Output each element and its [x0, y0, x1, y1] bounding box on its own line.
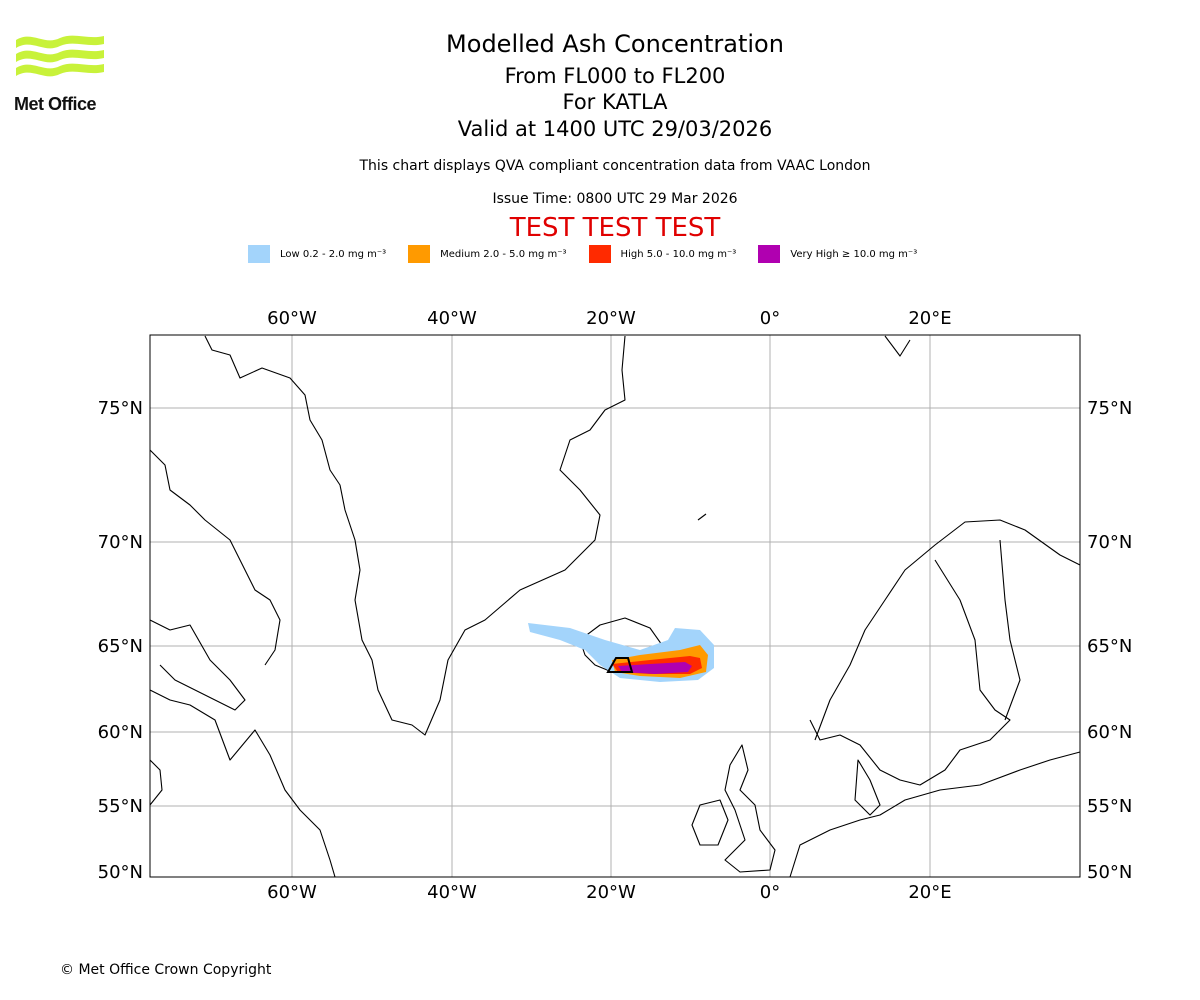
valid-time: Valid at 1400 UTC 29/03/2026: [457, 117, 773, 141]
legend-item-medium: Medium 2.0 - 5.0 mg m⁻³: [408, 245, 567, 263]
lon-label-bottom: 0°: [760, 882, 780, 900]
coastlines: [149, 335, 1081, 878]
lat-label-right: 70°N: [1087, 532, 1132, 553]
legend-item-high: High 5.0 - 10.0 mg m⁻³: [588, 245, 737, 263]
legend-swatch-medium: [408, 245, 431, 263]
labrador-coast: [149, 689, 336, 878]
denmark-coast: [854, 759, 881, 816]
lat-label-left: 70°N: [98, 532, 143, 553]
map-frame: [149, 334, 1081, 878]
canada-islands: [149, 619, 246, 711]
ireland-coast: [691, 799, 729, 846]
norway-coast: [814, 519, 1081, 741]
test-banner: TEST TEST TEST: [509, 213, 721, 243]
issue-time: Issue Time: 0800 UTC 29 Mar 2026: [492, 191, 738, 207]
lat-labels-left: 75°N 70°N 65°N 60°N 55°N 50°N: [98, 398, 143, 883]
legend-label-very-high: Very High ≥ 10.0 mg m⁻³: [790, 248, 918, 260]
jan-mayen: [697, 513, 707, 521]
lat-label-right: 50°N: [1087, 862, 1132, 883]
lon-label-top: 60°W: [267, 308, 317, 329]
flight-levels: From FL000 to FL200: [504, 64, 726, 88]
lon-label-top: 0°: [760, 308, 780, 329]
lat-label-right: 60°N: [1087, 722, 1132, 743]
legend-label-medium: Medium 2.0 - 5.0 mg m⁻³: [440, 248, 567, 260]
lon-label-bottom: 60°W: [267, 882, 317, 900]
legend-item-very-high: Very High ≥ 10.0 mg m⁻³: [758, 245, 917, 263]
finland-coast: [999, 539, 1021, 721]
legend: Low 0.2 - 2.0 mg m⁻³ Medium 2.0 - 5.0 mg…: [248, 244, 939, 264]
volcano-marker: [606, 657, 634, 673]
baffin-coast: [149, 449, 281, 666]
lon-label-bottom: 20°W: [586, 882, 636, 900]
lat-labels-right: 75°N 70°N 65°N 60°N 55°N 50°N: [1087, 398, 1132, 883]
greenland-coast: [204, 335, 626, 736]
volcano-name: For KATLA: [562, 90, 668, 114]
legend-label-low: Low 0.2 - 2.0 mg m⁻³: [280, 248, 387, 260]
copyright-notice: © Met Office Crown Copyright: [60, 962, 272, 978]
lat-label-left: 75°N: [98, 398, 143, 419]
met-office-logo: Met Office: [14, 30, 109, 114]
lat-label-right: 75°N: [1087, 398, 1132, 419]
legend-swatch-very-high: [758, 245, 781, 263]
lon-label-top: 20°E: [908, 308, 951, 329]
hudson-fragment: [149, 759, 163, 806]
lat-label-left: 60°N: [98, 722, 143, 743]
ash-map: 60°W 40°W 20°W 0° 20°E 60°W 40°W 20°W 0°…: [98, 308, 1133, 900]
chart-description: This chart displays QVA compliant concen…: [359, 158, 871, 174]
logo-text: Met Office: [14, 94, 97, 114]
svalbard-fragment: [884, 335, 911, 357]
legend-label-high: High 5.0 - 10.0 mg m⁻³: [620, 248, 737, 260]
legend-item-low: Low 0.2 - 2.0 mg m⁻³: [248, 245, 386, 263]
lon-labels-top: 60°W 40°W 20°W 0° 20°E: [267, 308, 951, 329]
uk-coast: [724, 744, 776, 873]
legend-swatch-high: [588, 245, 611, 263]
lat-label-left: 50°N: [98, 862, 143, 883]
lat-label-left: 65°N: [98, 636, 143, 657]
lat-label-left: 55°N: [98, 796, 143, 817]
chart-title: Modelled Ash Concentration: [446, 30, 784, 58]
legend-swatch-low: [248, 245, 270, 263]
ash-plume: [528, 623, 714, 682]
lat-label-right: 55°N: [1087, 796, 1132, 817]
lon-label-top: 20°W: [586, 308, 636, 329]
ash-very-high: [618, 662, 692, 674]
lat-label-right: 65°N: [1087, 636, 1132, 657]
europe-coast: [789, 751, 1081, 878]
lon-label-bottom: 20°E: [908, 882, 951, 900]
sweden-finland: [809, 559, 1011, 786]
lon-label-top: 40°W: [427, 308, 477, 329]
wave-logo-icon: [16, 35, 104, 77]
lon-label-bottom: 40°W: [427, 882, 477, 900]
lon-labels-bottom: 60°W 40°W 20°W 0° 20°E: [267, 882, 951, 900]
